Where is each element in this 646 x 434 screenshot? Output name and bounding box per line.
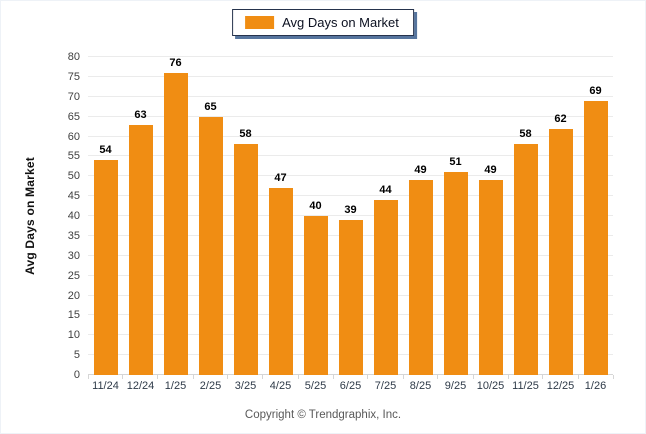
y-tick-label: 75: [67, 70, 80, 83]
bar-value-label: 44: [379, 184, 392, 197]
bar: [128, 124, 153, 375]
x-axis-tick: [122, 375, 124, 379]
x-axis-labels: 11/24 12/24 1/25 2/25 3/25 4/25 5/25 6/25 7/25 8/…: [88, 380, 613, 392]
gridline: [88, 175, 613, 177]
bar-value-label: 47: [274, 172, 287, 185]
y-tick-label: 15: [67, 309, 80, 322]
gridline: [88, 155, 613, 157]
y-tick-label: 30: [67, 249, 80, 262]
x-axis-label: 8/25: [409, 380, 432, 392]
y-tick-label: 65: [67, 110, 80, 123]
x-axis-tick: [367, 375, 369, 379]
bar-value-label: 63: [134, 108, 147, 121]
x-axis-label: 11/25: [512, 380, 539, 392]
x-axis-tick: [542, 375, 544, 379]
legend-label: Avg Days on Market: [282, 15, 399, 30]
x-axis-tick: [297, 375, 299, 379]
bar: [338, 219, 363, 375]
y-tick-label: 25: [67, 269, 80, 282]
gridline: [88, 215, 613, 216]
x-axis-label: 7/25: [374, 380, 397, 392]
x-axis-label: 5/25: [304, 380, 327, 392]
y-tick-label: 20: [67, 289, 80, 302]
x-axis-tick: [227, 375, 229, 379]
y-tick-label: 80: [67, 51, 80, 63]
bar: [163, 72, 188, 375]
bar: [443, 172, 468, 375]
x-axis-tick: [612, 375, 614, 379]
legend-swatch-icon: [245, 16, 275, 29]
x-axis-label: 9/25: [444, 380, 467, 392]
bar: [548, 128, 573, 375]
x-axis-tick: [87, 375, 89, 379]
x-axis-tick: [577, 375, 579, 379]
bar: [303, 216, 328, 375]
y-tick-label: 0: [73, 369, 80, 381]
x-axis-tick: [402, 375, 404, 379]
y-tick-label: 40: [67, 210, 80, 222]
gridline: [88, 195, 613, 197]
x-axis-label: 12/24: [126, 380, 155, 392]
plot-area: 54 63 76 65 58 47 40 39 44 49 51 49 58 62 69: [87, 56, 614, 379]
y-tick-label: 5: [73, 349, 80, 362]
bar-value-label: 69: [589, 84, 602, 97]
x-axis-label: 11/24: [92, 380, 119, 392]
gridline: [88, 95, 613, 97]
bar-value-label: 54: [99, 144, 112, 157]
bar: [268, 188, 293, 375]
bar-value-label: 65: [204, 100, 217, 113]
bar: [513, 144, 538, 375]
bar: [373, 200, 398, 375]
y-tick-label: 10: [67, 329, 80, 342]
x-axis-label: 6/25: [339, 380, 362, 392]
copyright-text: Copyright © Trendgraphix, Inc.: [244, 409, 402, 421]
y-tick-label: 70: [67, 90, 80, 103]
x-axis-label: 2/25: [199, 380, 222, 392]
bar-value-label: 58: [239, 128, 252, 141]
bar-value-label: 76: [169, 56, 182, 69]
bar: [408, 180, 433, 375]
y-tick-label: 35: [67, 229, 80, 242]
bar: [198, 116, 223, 375]
y-tick-label: 55: [67, 150, 80, 163]
x-axis-label: 1/26: [584, 380, 607, 392]
x-axis-label: 1/25: [164, 380, 187, 392]
x-axis-tick: [262, 375, 264, 379]
x-axis-tick: [332, 375, 334, 379]
x-axis-tick: [507, 375, 509, 379]
bar-value-label: 51: [449, 156, 462, 169]
x-axis-label: 12/25: [546, 380, 575, 392]
legend-box: Avg Days on Market: [232, 9, 414, 36]
bar-value-label: 62: [554, 112, 567, 125]
y-axis-tick-labels: 0 5 10 15 20 25 30 35 40 45 50 55 60 65 70 75 80: [0, 51, 80, 381]
bar: [233, 144, 258, 375]
x-axis-label: 3/25: [234, 380, 257, 392]
bar-value-label: 49: [414, 164, 427, 177]
bar-value-label: 39: [344, 203, 357, 216]
x-axis-tick: [192, 375, 194, 379]
y-tick-label: 50: [67, 170, 80, 183]
bar-value-label: 40: [309, 200, 322, 212]
y-tick-label: 60: [67, 130, 80, 143]
x-axis-label: 10/25: [476, 380, 505, 392]
gridline: [88, 75, 613, 77]
gridline: [88, 115, 613, 117]
gridline: [88, 56, 613, 57]
bar: [583, 100, 608, 375]
bar: [478, 180, 503, 375]
gridline: [88, 135, 613, 137]
x-axis-label: 4/25: [269, 380, 292, 392]
x-axis-tick: [157, 375, 159, 379]
bar: [93, 160, 118, 375]
x-axis-tick: [437, 375, 439, 379]
y-tick-label: 45: [67, 190, 80, 203]
bar-value-label: 49: [484, 164, 497, 177]
bar-value-label: 58: [519, 128, 532, 141]
x-axis-tick: [472, 375, 474, 379]
